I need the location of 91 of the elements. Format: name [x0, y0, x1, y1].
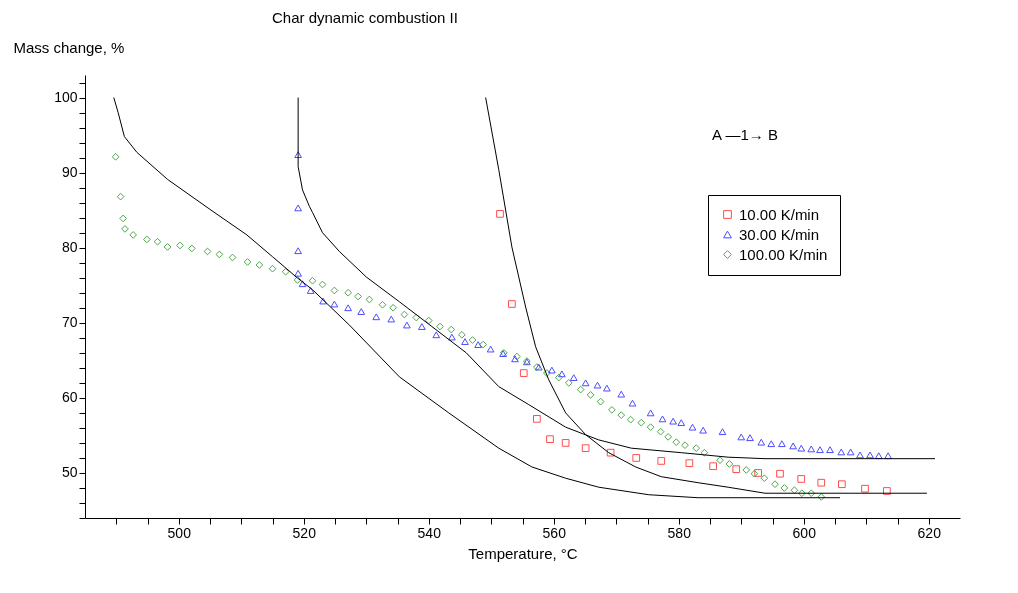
point	[837, 448, 846, 456]
point	[581, 379, 590, 387]
point	[593, 381, 602, 389]
point	[866, 451, 874, 459]
point	[757, 438, 766, 446]
point	[657, 457, 666, 465]
point	[709, 462, 717, 471]
annotation: A —1→ B	[712, 126, 778, 143]
point	[533, 415, 541, 423]
point	[669, 417, 677, 425]
point	[474, 341, 482, 348]
point	[546, 435, 554, 444]
point	[874, 452, 883, 460]
point	[508, 300, 516, 308]
x-tick-label: 500	[167, 524, 192, 541]
point	[294, 204, 302, 212]
point	[606, 448, 615, 457]
point	[767, 440, 776, 448]
point	[603, 384, 611, 392]
point	[330, 300, 339, 308]
point	[807, 445, 816, 453]
y-tick-label: 80	[61, 239, 78, 256]
point	[646, 409, 655, 417]
y-tick-label: 100	[54, 89, 78, 106]
point	[319, 297, 327, 305]
point	[357, 308, 366, 315]
point	[746, 434, 754, 442]
point	[826, 446, 834, 454]
point	[558, 370, 566, 378]
point	[632, 454, 641, 462]
point	[883, 487, 891, 495]
point	[754, 469, 762, 477]
point	[581, 444, 590, 453]
point	[387, 315, 396, 323]
point	[344, 304, 352, 312]
point	[846, 448, 855, 456]
x-axis-title: Temperature, °C	[468, 544, 578, 562]
x-tick-label: 520	[292, 524, 317, 541]
point	[372, 313, 381, 321]
x-tick-label: 560	[542, 524, 567, 541]
point	[688, 423, 697, 431]
point	[486, 345, 495, 353]
point	[718, 428, 727, 436]
legend-label: 10.00 K/min	[739, 205, 820, 223]
x-tick-label: 600	[792, 524, 817, 541]
point	[294, 151, 302, 158]
point	[797, 444, 806, 452]
point	[569, 374, 578, 381]
point	[461, 338, 469, 345]
x-tick-label: 580	[667, 524, 692, 541]
point	[861, 484, 869, 493]
point	[789, 442, 797, 450]
x-tick-label: 620	[917, 524, 942, 541]
point	[448, 333, 456, 341]
x-tick-label: 540	[417, 524, 442, 541]
point	[294, 269, 302, 277]
point	[817, 478, 826, 487]
legend-label: 30.00 K/min	[739, 225, 820, 243]
point	[403, 321, 411, 329]
point	[519, 369, 528, 377]
point	[797, 475, 806, 483]
point	[294, 247, 302, 255]
y-tick-label: 70	[61, 314, 78, 331]
point	[432, 331, 441, 339]
point	[816, 446, 824, 454]
point	[856, 451, 864, 459]
point	[732, 465, 741, 474]
point	[737, 433, 746, 441]
point	[418, 323, 426, 330]
point	[617, 390, 626, 398]
point	[306, 287, 315, 294]
point	[548, 366, 556, 374]
point	[778, 440, 786, 448]
y-axis-title: Mass change, %	[13, 38, 125, 56]
point	[496, 210, 504, 218]
y-tick-label: 60	[61, 389, 78, 406]
point	[884, 452, 892, 460]
point	[776, 469, 784, 478]
y-tick-label: 90	[61, 164, 78, 181]
point	[685, 459, 694, 468]
point	[658, 415, 667, 423]
chart-title: Char dynamic combustion II	[272, 9, 458, 26]
point	[699, 426, 707, 434]
point	[677, 419, 686, 427]
legend-label: 100.00 K/min	[739, 245, 828, 263]
point	[838, 480, 846, 489]
y-tick-label: 50	[61, 464, 78, 481]
point	[298, 280, 307, 288]
point	[561, 439, 570, 447]
point	[628, 399, 637, 407]
line-series	[113, 97, 841, 499]
